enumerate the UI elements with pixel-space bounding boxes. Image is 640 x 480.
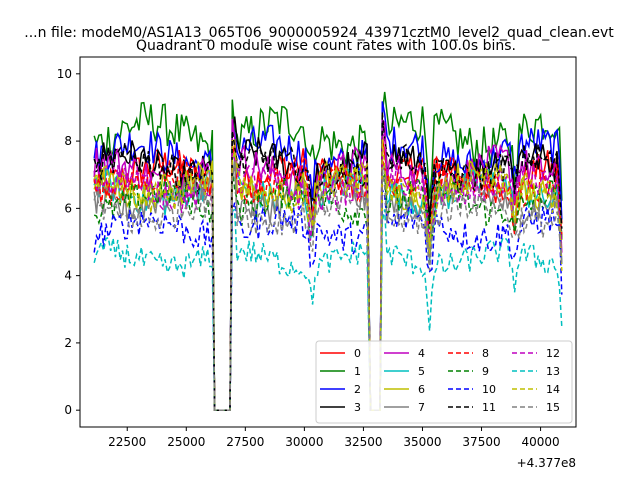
x-tick-label: 32500 bbox=[344, 435, 382, 449]
legend-label: 15 bbox=[546, 401, 560, 414]
legend-label: 9 bbox=[482, 365, 489, 378]
legend-label: 13 bbox=[546, 365, 560, 378]
chart-title: Quadrant 0 module wise count rates with … bbox=[136, 38, 516, 54]
y-tick-label: 4 bbox=[64, 269, 72, 283]
legend-label: 11 bbox=[482, 401, 496, 414]
x-tick-label: 40000 bbox=[521, 435, 559, 449]
legend-label: 0 bbox=[354, 347, 361, 360]
series-line-13 bbox=[93, 208, 563, 411]
y-axis: 0 2 4 6 8 10 bbox=[57, 67, 80, 417]
legend-label: 4 bbox=[418, 347, 425, 360]
y-tick-label: 2 bbox=[64, 336, 72, 350]
series-line-12 bbox=[93, 131, 563, 411]
legend-box bbox=[315, 340, 573, 424]
legend-label: 10 bbox=[482, 383, 496, 396]
x-offset-label: +4.377e8 bbox=[517, 456, 576, 470]
series-line-8 bbox=[93, 153, 563, 411]
legend-label: 5 bbox=[418, 365, 425, 378]
legend-label: 7 bbox=[418, 401, 425, 414]
series-line-1 bbox=[93, 91, 563, 411]
x-tick-label: 35000 bbox=[403, 435, 441, 449]
x-tick-label: 27500 bbox=[226, 435, 264, 449]
x-tick-label: 22500 bbox=[108, 435, 146, 449]
series-line-14 bbox=[93, 139, 563, 411]
legend-label: 1 bbox=[354, 365, 361, 378]
legend-label: 12 bbox=[546, 347, 560, 360]
x-tick-label: 37500 bbox=[462, 435, 500, 449]
figure-suptitle: ...n file: modeM0/AS1A13_065T06_90000059… bbox=[24, 25, 614, 41]
series-line-15 bbox=[93, 161, 563, 411]
x-tick-label: 30000 bbox=[285, 435, 323, 449]
y-tick-label: 0 bbox=[64, 403, 72, 417]
x-axis: 22500 25000 27500 30000 32500 35000 37500 40000 bbox=[108, 427, 560, 449]
legend-label: 3 bbox=[354, 401, 361, 414]
x-tick-label: 25000 bbox=[167, 435, 205, 449]
legend-label: 6 bbox=[418, 383, 425, 396]
series-line-10 bbox=[93, 189, 563, 411]
y-tick-label: 6 bbox=[64, 201, 72, 215]
plot-frame bbox=[79, 56, 577, 428]
y-tick-label: 8 bbox=[64, 134, 72, 148]
legend-label: 2 bbox=[354, 383, 361, 396]
legend-label: 14 bbox=[546, 383, 560, 396]
y-tick-label: 10 bbox=[57, 67, 72, 81]
series-layer bbox=[93, 91, 563, 411]
legend-label: 8 bbox=[482, 347, 489, 360]
